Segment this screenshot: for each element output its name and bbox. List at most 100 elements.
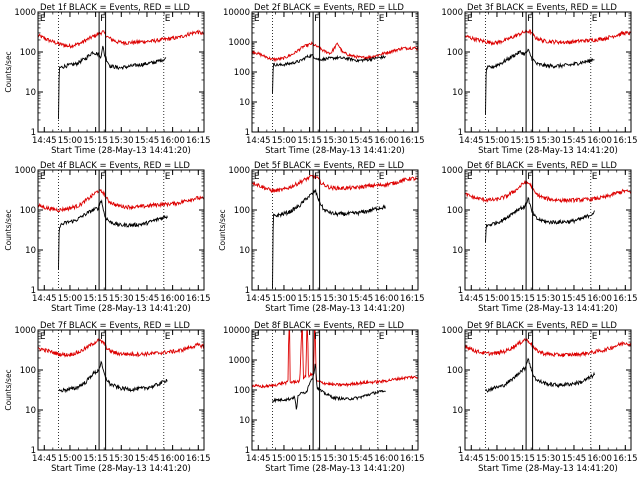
y-tick-label: 10000 [223, 326, 250, 336]
chart-title: Det 7f BLACK = Events, RED = LLD [40, 321, 190, 331]
chart-title: Det 8f BLACK = Events, RED = LLD [254, 321, 404, 331]
chart-title: Det 5f BLACK = Events, RED = LLD [254, 161, 404, 171]
plot-frame [251, 329, 419, 451]
x-tick-label: 15:30 [536, 136, 561, 146]
y-tick-label: 100 [234, 206, 250, 216]
marker-label: F [100, 14, 105, 24]
x-tick-label: 16:15 [400, 454, 425, 464]
y-tick-label: 10 [452, 246, 463, 256]
y-axis-label: Counts/sec [218, 209, 227, 250]
x-tick-label: 16:00 [160, 454, 185, 464]
y-tick-label: 1 [31, 286, 36, 296]
marker-label: F [314, 332, 319, 342]
x-tick-label: 16:15 [400, 136, 425, 146]
x-axis-label: Start Time (28-May-13 14:41:20) [265, 464, 405, 474]
marker-label: F [527, 172, 532, 182]
events-trace [485, 196, 595, 243]
x-tick-label: 16:15 [186, 454, 211, 464]
events-trace [485, 48, 595, 115]
marker-label: E [40, 332, 46, 342]
x-tick-label: 15:00 [272, 454, 297, 464]
x-tick-label: 14:45 [459, 136, 484, 146]
marker-label: E [165, 14, 171, 24]
lld-trace [252, 330, 418, 389]
x-axis-label: Start Time (28-May-13 14:41:20) [265, 146, 405, 156]
marker-label: F [100, 172, 105, 182]
y-tick-label: 10 [25, 406, 36, 416]
x-tick-label: 15:15 [83, 454, 108, 464]
x-tick-label: 15:00 [58, 454, 83, 464]
x-tick-label: 15:45 [562, 454, 587, 464]
y-tick-label: 10 [452, 406, 463, 416]
x-axis-label: Start Time (28-May-13 14:41:20) [51, 304, 191, 314]
x-axis-label: Start Time (28-May-13 14:41:20) [478, 146, 618, 156]
lld-trace [38, 189, 204, 213]
marker-label: E [592, 172, 598, 182]
x-tick-label: 16:00 [160, 294, 185, 304]
plot-frame [464, 169, 632, 291]
x-tick-label: 14:45 [246, 454, 271, 464]
x-tick-label: 16:15 [613, 294, 638, 304]
marker-label: E [379, 172, 385, 182]
lld-trace [38, 29, 204, 49]
y-tick-label: 10 [239, 246, 250, 256]
marker-label: E [254, 14, 260, 24]
x-tick-label: 15:15 [297, 136, 322, 146]
x-tick-label: 15:15 [83, 136, 108, 146]
chart-title: Det 4f BLACK = Events, RED = LLD [40, 161, 190, 171]
y-tick-label: 1000 [441, 326, 463, 336]
lld-trace [465, 338, 631, 358]
y-tick-label: 100 [447, 366, 463, 376]
x-tick-label: 15:45 [135, 294, 160, 304]
marker-label: E [165, 172, 171, 182]
x-tick-label: 14:45 [32, 294, 57, 304]
x-tick-label: 16:00 [587, 454, 612, 464]
y-tick-label: 1000 [228, 38, 250, 48]
marker-label: E [165, 332, 171, 342]
x-tick-label: 15:15 [297, 454, 322, 464]
x-tick-label: 14:45 [459, 454, 484, 464]
x-axis-label: Start Time (28-May-13 14:41:20) [51, 146, 191, 156]
y-tick-label: 1 [458, 286, 463, 296]
x-tick-label: 15:00 [485, 454, 510, 464]
lld-trace [465, 179, 631, 204]
x-tick-label: 15:00 [58, 294, 83, 304]
marker-label: E [592, 14, 598, 24]
x-tick-label: 16:15 [613, 136, 638, 146]
x-tick-label: 15:30 [536, 294, 561, 304]
marker-label: E [467, 332, 473, 342]
x-tick-label: 15:45 [349, 294, 374, 304]
x-tick-label: 16:00 [374, 454, 399, 464]
y-tick-label: 1000 [14, 8, 36, 18]
x-tick-label: 15:45 [562, 294, 587, 304]
x-tick-label: 15:30 [323, 294, 348, 304]
x-tick-label: 15:15 [510, 136, 535, 146]
x-tick-label: 14:45 [246, 136, 271, 146]
x-tick-label: 15:00 [272, 136, 297, 146]
x-tick-label: 14:45 [246, 294, 271, 304]
y-tick-label: 10 [25, 246, 36, 256]
x-tick-label: 15:15 [83, 294, 108, 304]
events-trace [272, 363, 386, 410]
y-tick-label: 100 [447, 48, 463, 58]
x-tick-label: 14:45 [32, 136, 57, 146]
y-tick-label: 1 [245, 286, 250, 296]
y-tick-label: 1 [31, 446, 36, 456]
y-tick-label: 10 [239, 416, 250, 426]
x-tick-label: 15:15 [510, 454, 535, 464]
marker-label: E [40, 14, 46, 24]
marker-label: E [379, 332, 385, 342]
marker-label: F [527, 332, 532, 342]
chart-title: Det 3f BLACK = Events, RED = LLD [467, 3, 617, 13]
y-tick-label: 100 [20, 48, 36, 58]
y-tick-label: 1 [31, 128, 36, 138]
marker-label: F [100, 332, 105, 342]
x-tick-label: 16:00 [374, 136, 399, 146]
y-tick-label: 1 [245, 128, 250, 138]
y-tick-label: 1 [245, 446, 250, 456]
